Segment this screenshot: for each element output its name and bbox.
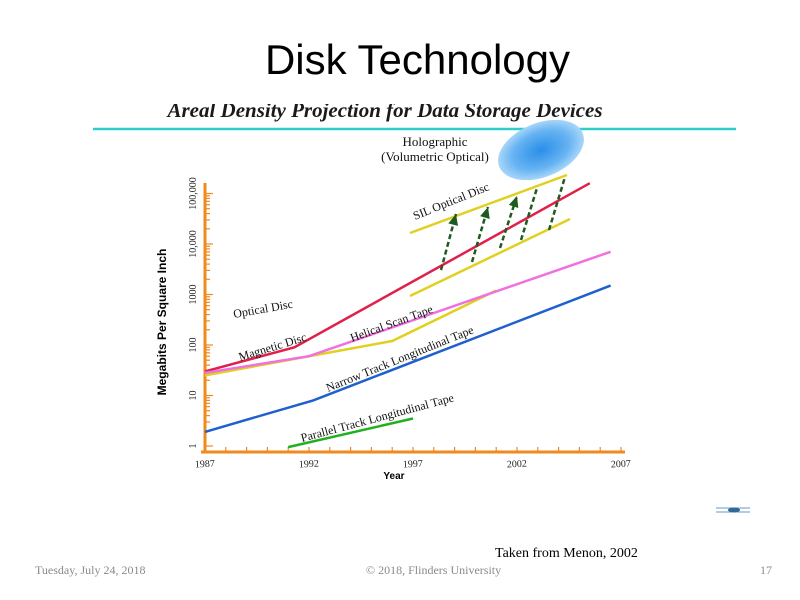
series-line-narrow-track-longitudinal-tape	[204, 284, 612, 434]
series-line-helical-scan-tape	[204, 250, 612, 375]
series-label-optical-disc: Optical Disc	[232, 297, 294, 321]
chart-title: Areal Density Projection for Data Storag…	[165, 98, 602, 122]
sil-optical-disc-label: SIL Optical Disc	[411, 180, 491, 223]
holographic-sublabel: (Volumetric Optical)	[381, 149, 489, 164]
series-label-helical-scan-tape: Helical Scan Tape	[348, 302, 434, 345]
y-tick-label: 10	[188, 391, 199, 401]
footer-copyright: © 2018, Flinders University	[366, 563, 502, 577]
series-line-magnetic-disc	[204, 182, 591, 373]
projection-arrow-head	[508, 196, 519, 209]
y-tick-label: 100,000	[188, 177, 199, 210]
y-tick-label: 1000	[188, 285, 199, 305]
series-label-parallel-track-longitudinal-tape: Parallel Track Longitudinal Tape	[299, 391, 455, 445]
holographic-shape	[498, 119, 584, 181]
x-tick-label: 2002	[507, 458, 528, 470]
projection-arrow-line	[519, 187, 539, 241]
page-number: 17	[760, 563, 772, 577]
sil-band-upper	[409, 173, 568, 235]
y-axis-label: Megabits Per Square Inch	[155, 249, 169, 396]
projection-arrow-head	[448, 214, 458, 226]
projection-arrow-line	[547, 176, 567, 231]
x-axis-label: Year	[383, 471, 404, 482]
slide-title: Disk Technology	[264, 36, 571, 83]
logo-shape	[728, 507, 740, 513]
y-tick-label: 1	[188, 444, 199, 449]
x-tick-label: 1992	[299, 458, 320, 470]
x-tick-label: 1987	[195, 458, 216, 470]
x-tick-label: 2007	[611, 458, 632, 470]
projection-arrow-line	[470, 206, 490, 263]
sil-band-lower	[409, 217, 571, 298]
series-line-parallel-track-longitudinal-tape	[287, 417, 414, 449]
x-tick-label: 1997	[403, 458, 424, 470]
projection-arrow-head	[480, 207, 490, 219]
footer-date: Tuesday, July 24, 2018	[35, 563, 146, 577]
y-tick-label: 100	[188, 338, 199, 353]
projection-arrow-line	[498, 195, 519, 249]
holographic-label: Holographic	[403, 134, 468, 149]
source-credit: Taken from Menon, 2002	[495, 546, 638, 561]
series-label-narrow-track-longitudinal-tape: Narrow Track Longitudinal Tape	[324, 323, 476, 395]
y-tick-label: 10,000	[188, 230, 199, 258]
